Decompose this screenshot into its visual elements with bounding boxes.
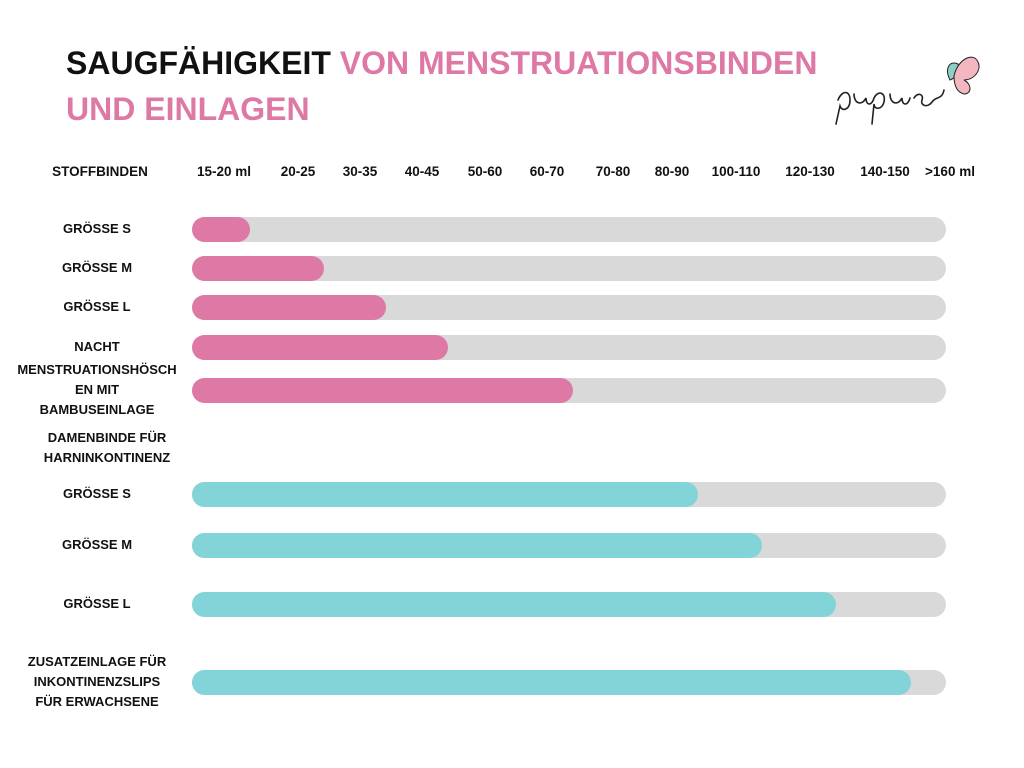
- x-tick-label: 60-70: [529, 164, 565, 179]
- bar-track: [192, 533, 946, 558]
- butterfly-icon: pupus: [835, 56, 980, 125]
- bar-fill: [192, 295, 386, 320]
- chart-title: SAUGFÄHIGKEIT VON MENSTRUATIONSBINDEN UN…: [66, 40, 846, 132]
- row-label: GRÖSSE L: [63, 596, 131, 611]
- x-tick-label: 100-110: [711, 164, 761, 179]
- bar-fill: [192, 482, 698, 507]
- x-tick-label: 50-60: [467, 164, 503, 179]
- row-label: MENSTRUATIONSHÖSCH EN MIT BAMBUSEINLAGE: [17, 362, 177, 417]
- bar-fill: [192, 533, 762, 558]
- x-tick-label: 15-20 ml: [196, 164, 252, 179]
- row-label: GRÖSSE S: [63, 486, 131, 501]
- bar-fill: [192, 378, 573, 403]
- group-label: DAMENBINDE FÜR HARNINKONTINENZ: [43, 430, 171, 465]
- x-tick-label: 30-35: [342, 164, 378, 179]
- row-label: GRÖSSE M: [61, 260, 133, 275]
- bar-track: [192, 592, 946, 617]
- bar-fill: [192, 335, 448, 360]
- bar-track: [192, 378, 946, 403]
- category-axis-header: STOFFBINDEN: [52, 164, 148, 179]
- bar-fill: [192, 670, 911, 695]
- title-dark-part: SAUGFÄHIGKEIT: [66, 45, 331, 81]
- title-pink-part: VON MENSTRUATIONSBINDEN UND EINLAGEN: [66, 45, 818, 127]
- x-tick-label: 80-90: [654, 164, 690, 179]
- brand-logo: pupus: [832, 50, 992, 125]
- x-tick-label: 40-45: [404, 164, 440, 179]
- bar-track: [192, 335, 946, 360]
- x-tick-label: 20-25: [280, 164, 316, 179]
- bar-track: [192, 670, 946, 695]
- row-label: GRÖSSE S: [63, 221, 131, 236]
- bar-track: [192, 217, 946, 242]
- bar-track: [192, 482, 946, 507]
- bar-track: [192, 256, 946, 281]
- x-tick-label: 70-80: [595, 164, 631, 179]
- row-label: ZUSATZEINLAGE FÜR INKONTINENZSLIPS FÜR E…: [27, 654, 167, 709]
- x-tick-label: 140-150: [860, 164, 910, 179]
- bar-fill: [192, 217, 250, 242]
- row-label: GRÖSSE L: [63, 299, 131, 314]
- row-label: NACHT: [74, 339, 120, 354]
- x-tick-label: 120-130: [785, 164, 835, 179]
- row-label: GRÖSSE M: [61, 537, 133, 552]
- bar-fill: [192, 256, 324, 281]
- bar-track: [192, 295, 946, 320]
- bar-fill: [192, 592, 836, 617]
- x-tick-label: >160 ml: [925, 164, 975, 179]
